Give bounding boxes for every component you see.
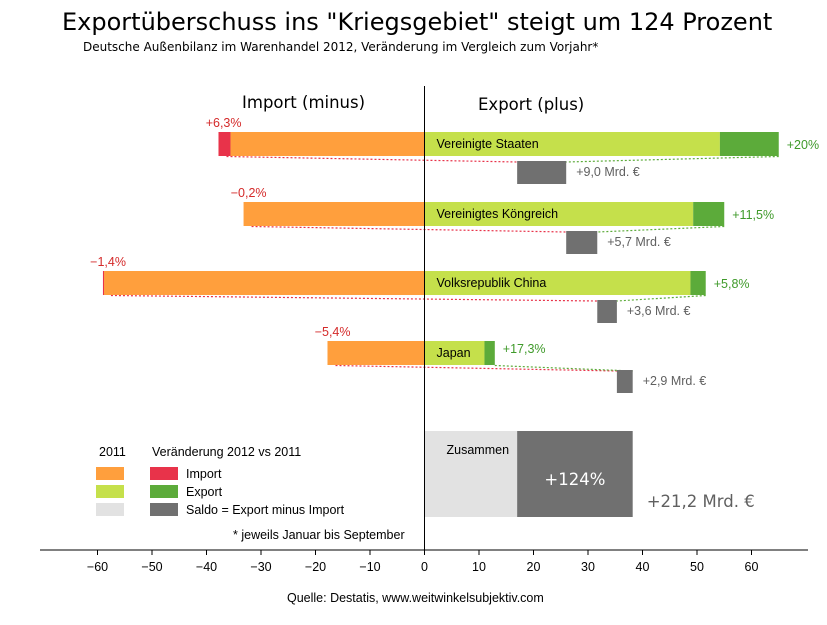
total-value-label: +21,2 Mrd. € bbox=[647, 492, 755, 511]
import-change-bar-vereinigte-staaten bbox=[218, 132, 231, 156]
saldo-label-vereinigte-staaten: +9,0 Mrd. € bbox=[576, 165, 640, 179]
import-2011-bar-japan bbox=[327, 341, 425, 365]
category-label-vereinigte-staaten: Vereinigte Staaten bbox=[437, 137, 539, 151]
legend-swatch-change-saldo bbox=[150, 503, 178, 516]
legend-footnote: * jeweils Januar bis September bbox=[233, 528, 405, 542]
source-note: Quelle: Destatis, www.weitwinkelsubjekti… bbox=[287, 591, 544, 605]
export-column-label: Export (plus) bbox=[478, 95, 584, 114]
import-connector-vereinigte-staaten bbox=[226, 155, 518, 163]
x-tick-label: −40 bbox=[196, 560, 217, 574]
legend-swatch-2011-export bbox=[96, 485, 124, 498]
legend-item-export: Export bbox=[186, 485, 223, 499]
import-connector-japan bbox=[335, 364, 617, 372]
legend-header-change: Veränderung 2012 vs 2011 bbox=[152, 445, 301, 459]
chart-title: Exportüberschuss ins "Kriegsgebiet" stei… bbox=[62, 8, 772, 36]
export-2011-bar-japan bbox=[424, 341, 485, 365]
saldo-bar-vereinigte-staaten bbox=[517, 161, 567, 184]
export-connector-volksrepublik-china bbox=[616, 294, 706, 302]
export-change-label-volksrepublik-china: +5,8% bbox=[714, 277, 750, 291]
import-change-label-vereinigte-staaten: +6,3% bbox=[206, 116, 242, 130]
saldo-bar-vereinigtes-k-ngreich bbox=[566, 231, 598, 254]
export-2011-bar-volksrepublik-china bbox=[424, 271, 691, 295]
category-label-japan: Japan bbox=[437, 346, 471, 360]
import-change-label-vereinigtes-k-ngreich: −0,2% bbox=[231, 186, 267, 200]
saldo-label-volksrepublik-china: +3,6 Mrd. € bbox=[627, 304, 691, 318]
x-tick-label: −10 bbox=[359, 560, 380, 574]
x-tick-label: 10 bbox=[472, 560, 486, 574]
x-tick-label: 20 bbox=[527, 560, 541, 574]
import-2011-bar-vereinigtes-k-ngreich bbox=[243, 202, 425, 226]
chart-subtitle: Deutsche Außenbilanz im Warenhandel 2012… bbox=[83, 40, 598, 54]
export-change-bar-vereinigte-staaten bbox=[719, 132, 779, 156]
legend-item-import: Import bbox=[186, 467, 222, 481]
total-label: Zusammen bbox=[447, 443, 510, 457]
x-tick-label: 30 bbox=[581, 560, 595, 574]
legend-header-2011: 2011 bbox=[99, 445, 126, 459]
export-connector-vereinigte-staaten bbox=[566, 155, 779, 163]
category-label-vereinigtes-k-ngreich: Vereinigtes Köngreich bbox=[437, 207, 559, 221]
x-tick-label: 50 bbox=[690, 560, 704, 574]
export-change-label-japan: +17,3% bbox=[503, 342, 546, 356]
x-tick-label: −60 bbox=[87, 560, 108, 574]
import-change-label-volksrepublik-china: −1,4% bbox=[90, 255, 126, 269]
x-tick-label: 40 bbox=[636, 560, 650, 574]
import-2011-bar-vereinigte-staaten bbox=[230, 132, 425, 156]
export-change-label-vereinigtes-k-ngreich: +11,5% bbox=[732, 208, 774, 222]
legend-item-saldo: Saldo = Export minus Import bbox=[186, 503, 345, 517]
export-2011-bar-vereinigte-staaten bbox=[424, 132, 720, 156]
import-2011-bar-volksrepublik-china bbox=[104, 271, 425, 295]
export-change-bar-japan bbox=[484, 341, 495, 365]
import-connector-volksrepublik-china bbox=[110, 294, 598, 302]
category-label-volksrepublik-china: Volksrepublik China bbox=[437, 276, 547, 290]
x-tick-label: −20 bbox=[305, 560, 326, 574]
import-connector-vereinigtes-k-ngreich bbox=[251, 225, 567, 233]
x-tick-label: −30 bbox=[250, 560, 271, 574]
import-change-label-japan: −5,4% bbox=[315, 325, 351, 339]
saldo-label-vereinigtes-k-ngreich: +5,7 Mrd. € bbox=[607, 235, 671, 249]
import-change-bar-volksrepublik-china bbox=[102, 271, 105, 295]
legend-swatch-2011-import bbox=[96, 467, 124, 480]
legend-swatch-change-export bbox=[150, 485, 178, 498]
total-saldo-change-bar bbox=[517, 431, 633, 517]
x-tick-label: 0 bbox=[421, 560, 428, 574]
saldo-label-japan: +2,9 Mrd. € bbox=[643, 374, 707, 388]
total-saldo-2011-bar bbox=[424, 431, 518, 517]
import-column-label: Import (minus) bbox=[242, 93, 365, 112]
export-connector-vereinigtes-k-ngreich bbox=[597, 225, 725, 233]
saldo-bar-volksrepublik-china bbox=[597, 300, 617, 323]
export-2011-bar-vereinigtes-k-ngreich bbox=[424, 202, 694, 226]
export-connector-japan bbox=[494, 364, 633, 372]
legend-swatch-2011-saldo bbox=[96, 503, 124, 516]
legend-swatch-change-import bbox=[150, 467, 178, 480]
export-change-label-vereinigte-staaten: +20% bbox=[787, 138, 819, 152]
export-change-bar-volksrepublik-china bbox=[690, 271, 706, 295]
x-tick-label: −50 bbox=[141, 560, 162, 574]
saldo-bar-japan bbox=[616, 370, 633, 393]
export-change-bar-vereinigtes-k-ngreich bbox=[693, 202, 725, 226]
total-change-label: +124% bbox=[544, 470, 605, 489]
x-tick-label: 60 bbox=[745, 560, 759, 574]
